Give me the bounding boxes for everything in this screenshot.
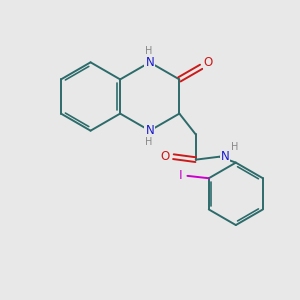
Text: N: N (220, 150, 229, 163)
Text: H: H (145, 137, 152, 147)
Text: H: H (231, 142, 239, 152)
Text: I: I (179, 169, 183, 182)
Text: O: O (204, 56, 213, 69)
Text: N: N (146, 56, 154, 69)
Text: O: O (160, 150, 170, 163)
Text: N: N (146, 124, 154, 137)
Text: H: H (145, 46, 152, 56)
